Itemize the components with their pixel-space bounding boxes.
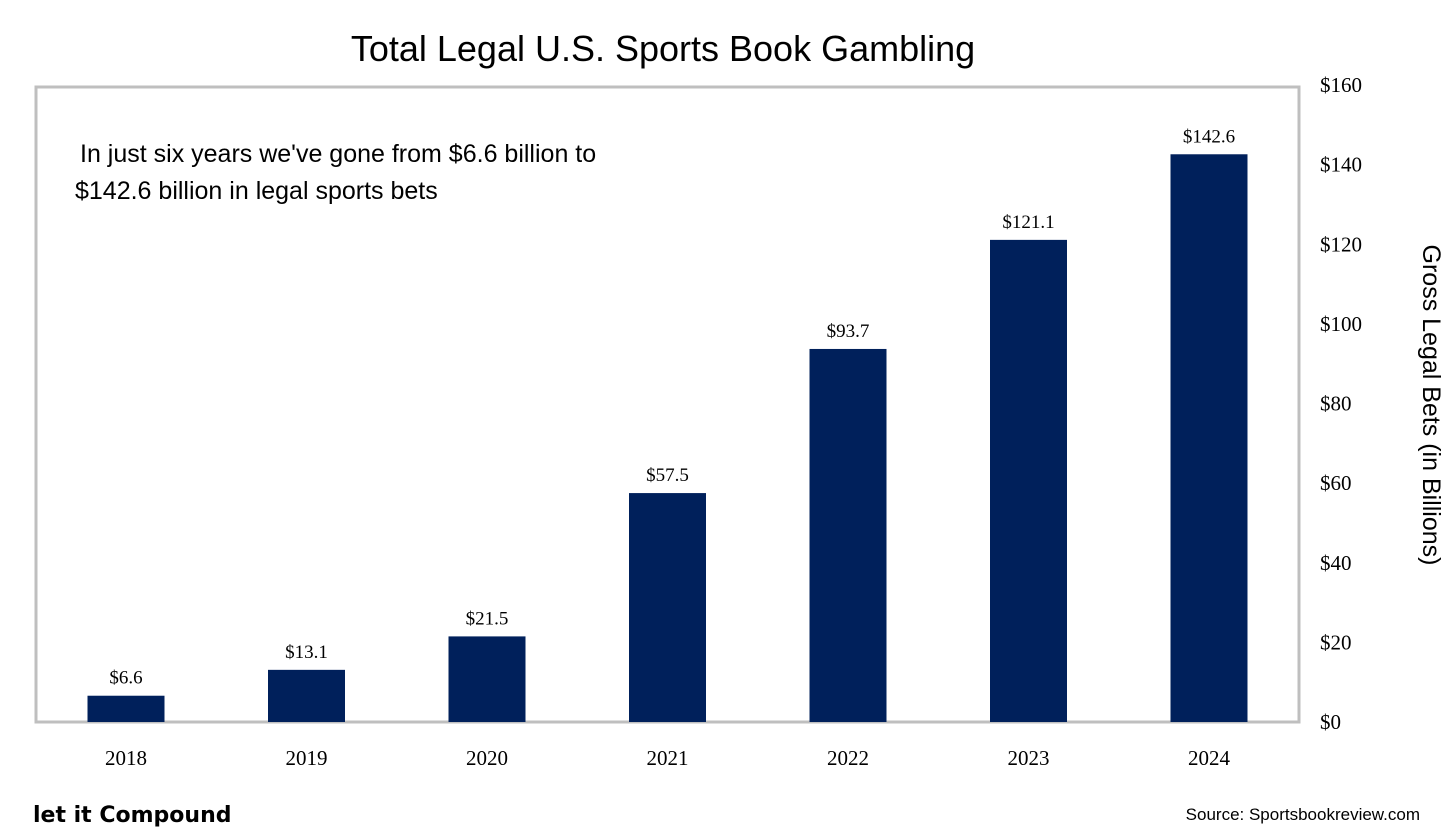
data-label-2024: $142.6 (1183, 126, 1235, 147)
x-tick-label-2021: 2021 (647, 746, 689, 770)
source-note: Source: Sportsbookreview.com (1186, 805, 1420, 824)
brand-logo-text: let it Compound (33, 803, 231, 828)
bar-2018 (87, 695, 165, 722)
data-labels: $6.6 $13.1 $21.5 $57.5 $93.7 $121.1 $142.6 (109, 126, 1235, 688)
bar-2023 (990, 239, 1067, 723)
y-tick-label-120: $120 (1320, 232, 1362, 256)
data-label-2023: $121.1 (1002, 212, 1054, 233)
x-tick-label-2019: 2019 (286, 746, 328, 770)
bar-2022 (809, 348, 887, 722)
y-tick-label-20: $20 (1320, 630, 1352, 654)
bar-2024 (1170, 154, 1248, 722)
y-tick-label-80: $80 (1320, 392, 1352, 416)
bars (87, 154, 1248, 723)
x-tick-label-2023: 2023 (1008, 746, 1050, 770)
bar-2019 (268, 669, 345, 722)
x-axis-tick-labels: 2018 2019 2020 2021 2022 2023 2024 (105, 746, 1231, 770)
x-tick-label-2022: 2022 (827, 746, 869, 770)
y-tick-label-160: $160 (1320, 73, 1362, 97)
data-label-2020: $21.5 (466, 608, 509, 629)
data-label-2019: $13.1 (285, 642, 328, 663)
data-label-2022: $93.7 (827, 321, 870, 342)
x-tick-label-2020: 2020 (466, 746, 508, 770)
y-tick-label-40: $40 (1320, 551, 1352, 575)
y-tick-label-100: $100 (1320, 312, 1362, 336)
y-axis-tick-labels: $0 $20 $40 $60 $80 $100 $120 $140 $160 (1320, 73, 1362, 734)
data-label-2021: $57.5 (646, 465, 689, 486)
y-tick-label-140: $140 (1320, 153, 1362, 177)
annotation-line-2: $142.6 billion in legal sports bets (75, 177, 438, 205)
y-axis-label: Gross Legal Bets (in Billions) (1417, 245, 1445, 566)
x-tick-label-2024: 2024 (1188, 746, 1231, 770)
data-label-2018: $6.6 (109, 668, 142, 689)
chart-title: Total Legal U.S. Sports Book Gambling (351, 28, 975, 69)
x-tick-label-2018: 2018 (105, 746, 147, 770)
y-tick-label-60: $60 (1320, 471, 1352, 495)
bar-2021 (629, 493, 706, 722)
bar-2020 (448, 636, 526, 722)
y-tick-label-0: $0 (1320, 710, 1341, 734)
annotation-line-1: In just six years we've gone from $6.6 b… (80, 140, 596, 168)
